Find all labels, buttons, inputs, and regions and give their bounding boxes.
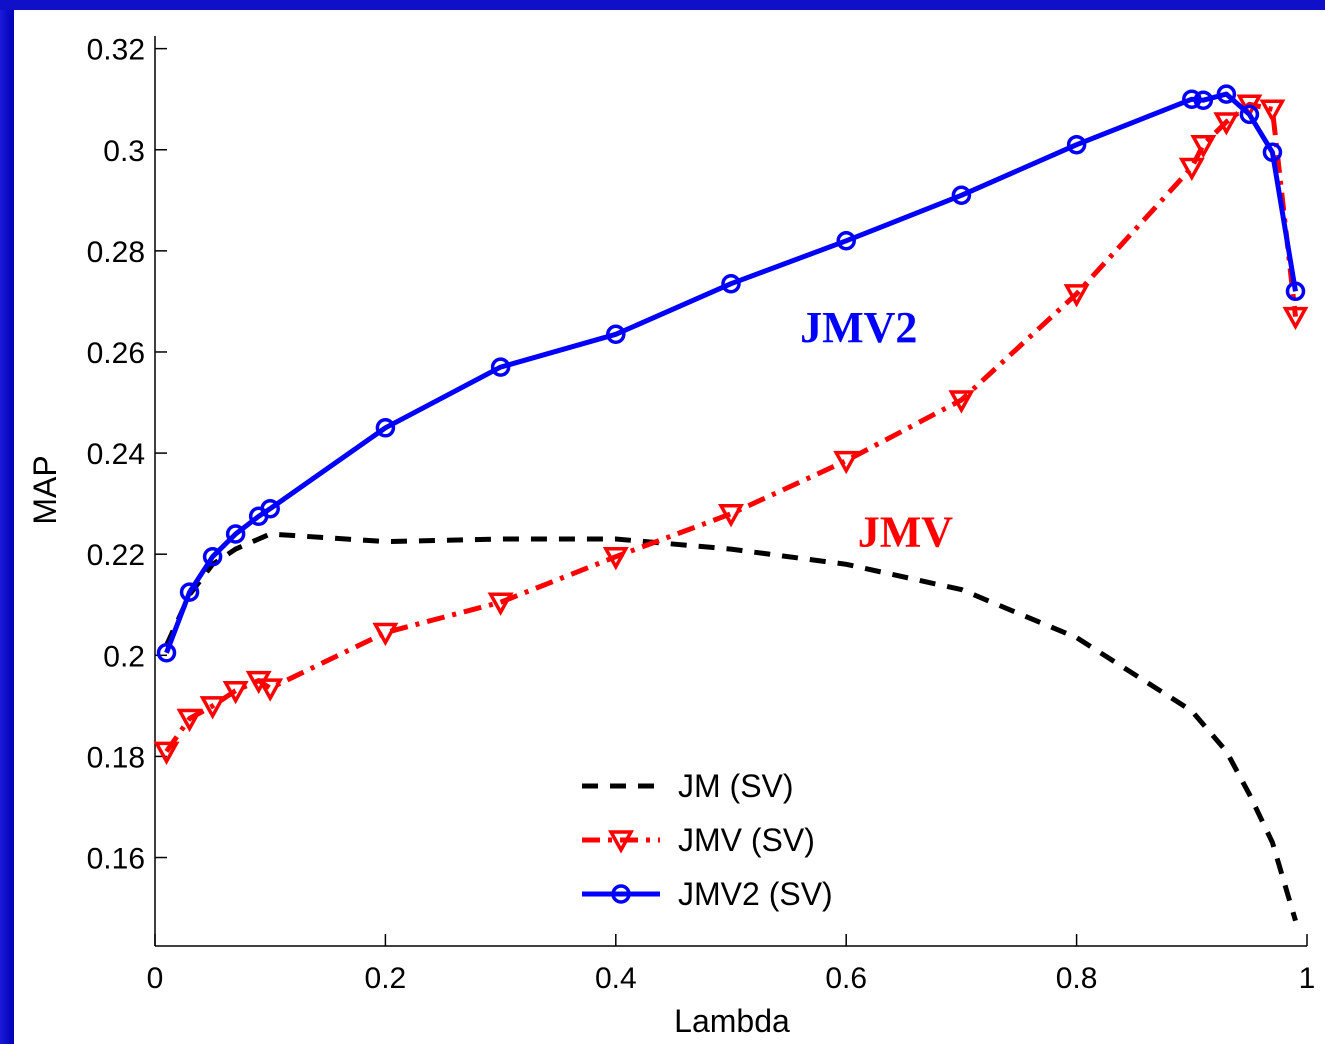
- y-tick-label: 0.26: [87, 337, 145, 370]
- data-point-jmv-sv: [487, 592, 514, 616]
- series-line-jmv2-sv: [164, 91, 1298, 654]
- data-point-jmv2-sv: [260, 498, 280, 519]
- data-point-jmv-sv: [257, 678, 284, 702]
- data-point-jmv-sv: [1190, 134, 1217, 159]
- series-layer: [153, 84, 1309, 922]
- y-tick-label: 0.32: [87, 34, 145, 67]
- data-point-jmv2-sv: [1239, 104, 1260, 125]
- data-point-jmv-sv: [1282, 306, 1309, 331]
- data-point-jmv-sv: [1259, 99, 1286, 123]
- data-point-jmv-sv: [948, 390, 975, 414]
- data-point-jmv-sv: [602, 546, 629, 571]
- series-line-jm-sv: [164, 531, 1298, 922]
- x-tick-label: 0.6: [825, 962, 867, 995]
- legend-marker-jmv2-sv: [611, 884, 631, 904]
- data-point-jmv2-sv: [606, 324, 626, 345]
- y-tick-label: 0.3: [103, 135, 145, 168]
- annotation-jmv2: JMV2: [800, 303, 917, 352]
- data-point-jmv-sv: [1213, 112, 1240, 136]
- data-point-jmv-sv: [833, 450, 860, 475]
- data-point-jmv2-sv: [156, 643, 177, 663]
- legend-label-jm-sv: JM (SV): [678, 768, 794, 804]
- x-tick-label: 0.8: [1056, 962, 1098, 995]
- data-point-jmv2-sv: [179, 582, 200, 602]
- data-point-jmv-sv: [199, 696, 226, 720]
- data-point-jmv-sv: [153, 741, 180, 765]
- x-tick-label: 1: [1299, 962, 1316, 995]
- data-point-jmv2-sv: [202, 546, 223, 567]
- data-point-jmv2-sv: [375, 418, 396, 438]
- x-tick-label: 0.2: [365, 962, 407, 995]
- data-point-jmv2-sv: [1216, 84, 1237, 104]
- legend-marker-jmv-sv: [608, 830, 634, 854]
- y-tick-label: 0.16: [87, 843, 145, 876]
- x-tick-label: 0.4: [595, 962, 637, 995]
- x-axis-label: Lambda: [674, 1003, 790, 1039]
- legend: JM (SV) JMV (SV) JMV2 (SV): [582, 768, 833, 912]
- data-point-jmv2-sv: [836, 231, 856, 251]
- annotation-jmv: JMV: [858, 508, 954, 557]
- y-tick-label: 0.24: [87, 438, 145, 471]
- data-point-jmv2-sv: [1182, 89, 1202, 109]
- data-point-jmv-sv: [1236, 94, 1263, 118]
- data-point-jmv2-sv: [1262, 142, 1283, 163]
- y-tick-label: 0.28: [87, 236, 145, 269]
- annotation-layer: JMV2 JMV: [800, 303, 953, 557]
- data-point-jmv2-sv: [1285, 281, 1306, 302]
- y-tick-label: 0.22: [87, 539, 145, 572]
- x-tick-label: 0: [147, 962, 164, 995]
- y-tick-label: 0.2: [103, 640, 145, 673]
- data-point-jmv-sv: [222, 680, 249, 705]
- axes: 0 0.2 0.4 0.6 0.8 1 0.16 0.18 0.2 0.22 0.24 0.26 0.2…: [87, 34, 1316, 995]
- legend-label-jmv2-sv: JMV2 (SV): [678, 876, 833, 912]
- data-point-jmv2-sv: [1066, 134, 1087, 155]
- series-jm-sv: [164, 531, 1298, 922]
- y-axis-label: MAP: [27, 455, 63, 524]
- data-point-jmv-sv: [372, 622, 399, 647]
- series-jmv2-sv: [156, 84, 1306, 663]
- y-tick-label: 0.18: [87, 741, 145, 774]
- series-jmv-sv: [153, 94, 1309, 765]
- data-point-jmv-sv: [176, 708, 203, 733]
- data-point-jmv2-sv: [225, 524, 246, 544]
- data-point-jmv2-sv: [490, 357, 511, 377]
- data-point-jmv2-sv: [1193, 90, 1214, 110]
- data-point-jmv-sv: [1178, 157, 1205, 182]
- data-point-jmv-sv: [1063, 284, 1090, 308]
- data-point-jmv-sv: [718, 504, 744, 528]
- series-line-jmv-sv: [164, 101, 1298, 753]
- legend-label-jmv-sv: JMV (SV): [678, 822, 815, 858]
- data-point-jmv2-sv: [951, 185, 972, 205]
- data-point-jmv2-sv: [721, 273, 741, 294]
